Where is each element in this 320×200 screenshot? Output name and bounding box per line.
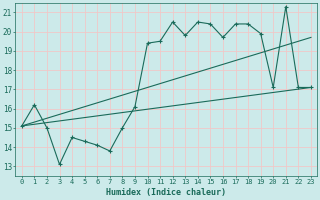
X-axis label: Humidex (Indice chaleur): Humidex (Indice chaleur)	[106, 188, 226, 197]
